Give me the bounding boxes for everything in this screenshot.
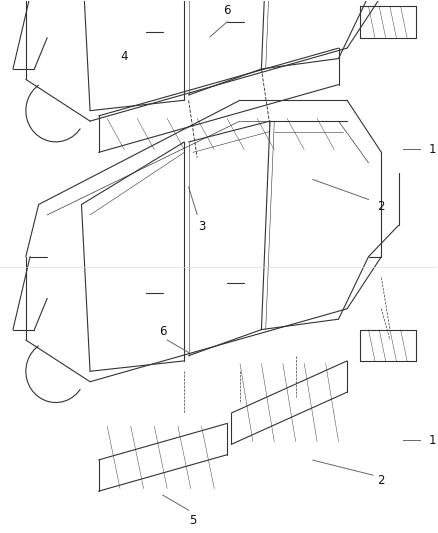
Text: 3: 3 xyxy=(198,220,205,232)
Text: 2: 2 xyxy=(378,474,385,487)
Text: 1: 1 xyxy=(429,434,436,447)
Text: 6: 6 xyxy=(159,325,166,337)
Text: 1: 1 xyxy=(429,143,436,156)
Text: 6: 6 xyxy=(223,4,231,17)
Text: 4: 4 xyxy=(120,51,128,63)
Text: 2: 2 xyxy=(378,200,385,214)
Text: 5: 5 xyxy=(189,514,197,527)
